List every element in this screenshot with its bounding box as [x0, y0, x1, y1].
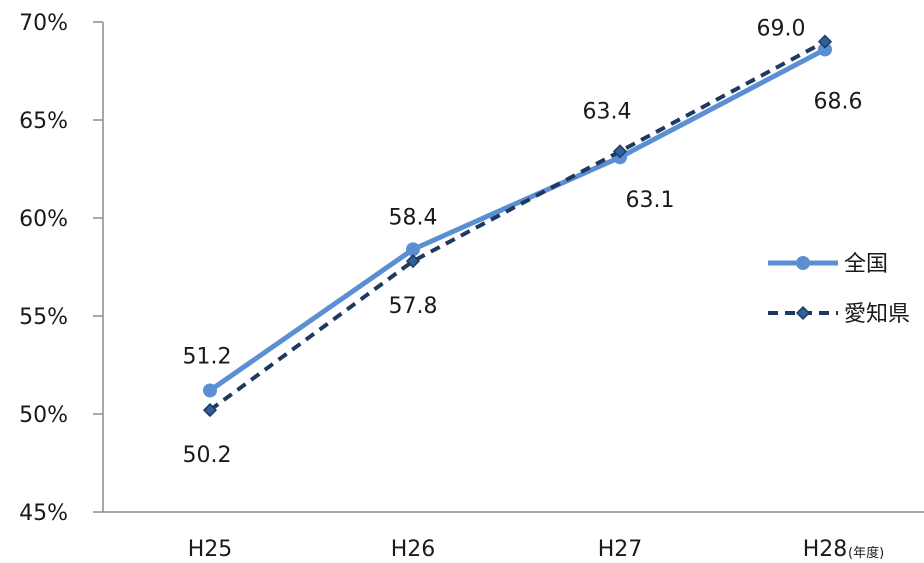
y-axis-ticks: 45% 50% 55% 60% 65% 70% — [19, 11, 103, 526]
x-axis-ticks: H25 H26 H27 H28 — [188, 537, 848, 562]
data-label: 50.2 — [183, 443, 232, 468]
data-point — [612, 144, 628, 159]
data-label: 69.0 — [757, 17, 806, 42]
x-tick-label: H28 — [803, 537, 848, 562]
legend-swatch-marker — [795, 305, 811, 321]
y-tick-label: 50% — [19, 403, 68, 428]
data-point — [817, 34, 833, 49]
data-label: 57.8 — [389, 294, 438, 319]
legend-label: 全国 — [844, 252, 888, 277]
x-axis-unit-label: (年度) — [848, 545, 884, 561]
legend-swatch-marker — [796, 256, 810, 270]
data-label: 68.6 — [814, 89, 863, 114]
x-tick-label: H26 — [391, 537, 436, 562]
y-tick-label: 65% — [19, 109, 68, 134]
data-point — [405, 254, 421, 269]
y-tick-label: 55% — [19, 305, 68, 330]
legend-item: 全国 — [768, 252, 888, 277]
axes — [102, 22, 924, 513]
data-point — [406, 242, 420, 257]
y-tick-label: 45% — [19, 501, 68, 526]
y-tick-label: 60% — [19, 207, 68, 232]
series-layer — [202, 34, 833, 418]
data-label: 58.4 — [389, 205, 438, 230]
x-tick-label: H25 — [188, 537, 233, 562]
series-aichi — [202, 34, 833, 418]
x-tick-label: H27 — [598, 537, 643, 562]
data-label: 63.4 — [583, 99, 632, 124]
data-label: 63.1 — [626, 188, 675, 213]
data-labels: 51.2 58.4 63.1 68.6 50.2 57.8 63.4 69.0 — [183, 17, 863, 468]
series-line — [208, 39, 826, 412]
data-point — [202, 403, 218, 418]
series-line — [207, 46, 828, 393]
legend-label: 愛知県 — [844, 302, 910, 327]
legend-item: 愛知県 — [768, 302, 910, 327]
data-point — [818, 42, 832, 57]
data-point — [203, 383, 217, 398]
y-tick-label: 70% — [19, 11, 68, 36]
data-label: 51.2 — [183, 344, 232, 369]
